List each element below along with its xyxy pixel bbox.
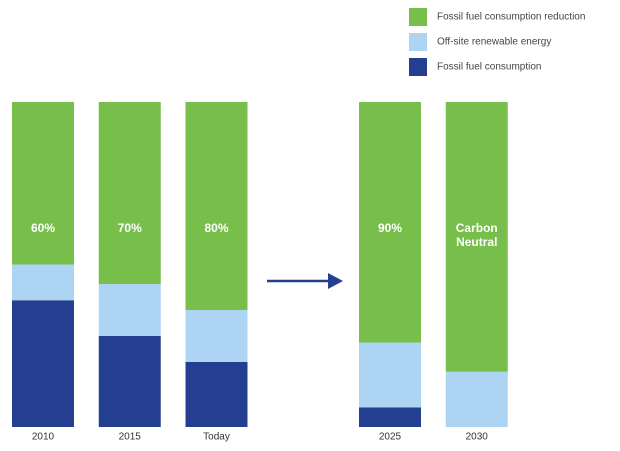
bar-annotation: 60% (31, 221, 55, 235)
x-tick-label: 2025 (379, 432, 402, 443)
bar-segment (359, 102, 421, 343)
legend-swatch (409, 58, 427, 76)
bar-segment (185, 310, 248, 362)
bar-annotation: 70% (118, 221, 142, 235)
bar-segment (98, 284, 161, 336)
bar-segment (12, 102, 74, 265)
legend-label: Off-site renewable energy (437, 37, 551, 48)
bar-annotation: Neutral (456, 235, 497, 249)
x-tick-label: 2030 (466, 432, 489, 443)
transition-arrow (267, 273, 343, 289)
bar-segment (185, 362, 248, 427)
bar-segment (445, 371, 508, 427)
bar-segment (98, 336, 161, 427)
bar-segment (185, 102, 248, 310)
bar-segment (98, 102, 161, 284)
bar-segment (12, 300, 74, 427)
legend-swatch (409, 8, 427, 26)
legend-label: Fossil fuel consumption (437, 62, 542, 73)
bar-annotation: 80% (204, 221, 228, 235)
bar-segment (12, 264, 74, 301)
bar-segment (359, 407, 421, 427)
x-tick-label: Today (203, 432, 230, 443)
x-tick-label: 2010 (32, 432, 55, 443)
legend-swatch (409, 33, 427, 51)
bar-annotation: 90% (378, 221, 402, 235)
legend-label: Fossil fuel consumption reduction (437, 12, 585, 23)
bar-segment (359, 342, 421, 408)
bar-segment (445, 102, 508, 372)
bar-annotation: Carbon (456, 221, 498, 235)
x-tick-label: 2015 (119, 432, 142, 443)
